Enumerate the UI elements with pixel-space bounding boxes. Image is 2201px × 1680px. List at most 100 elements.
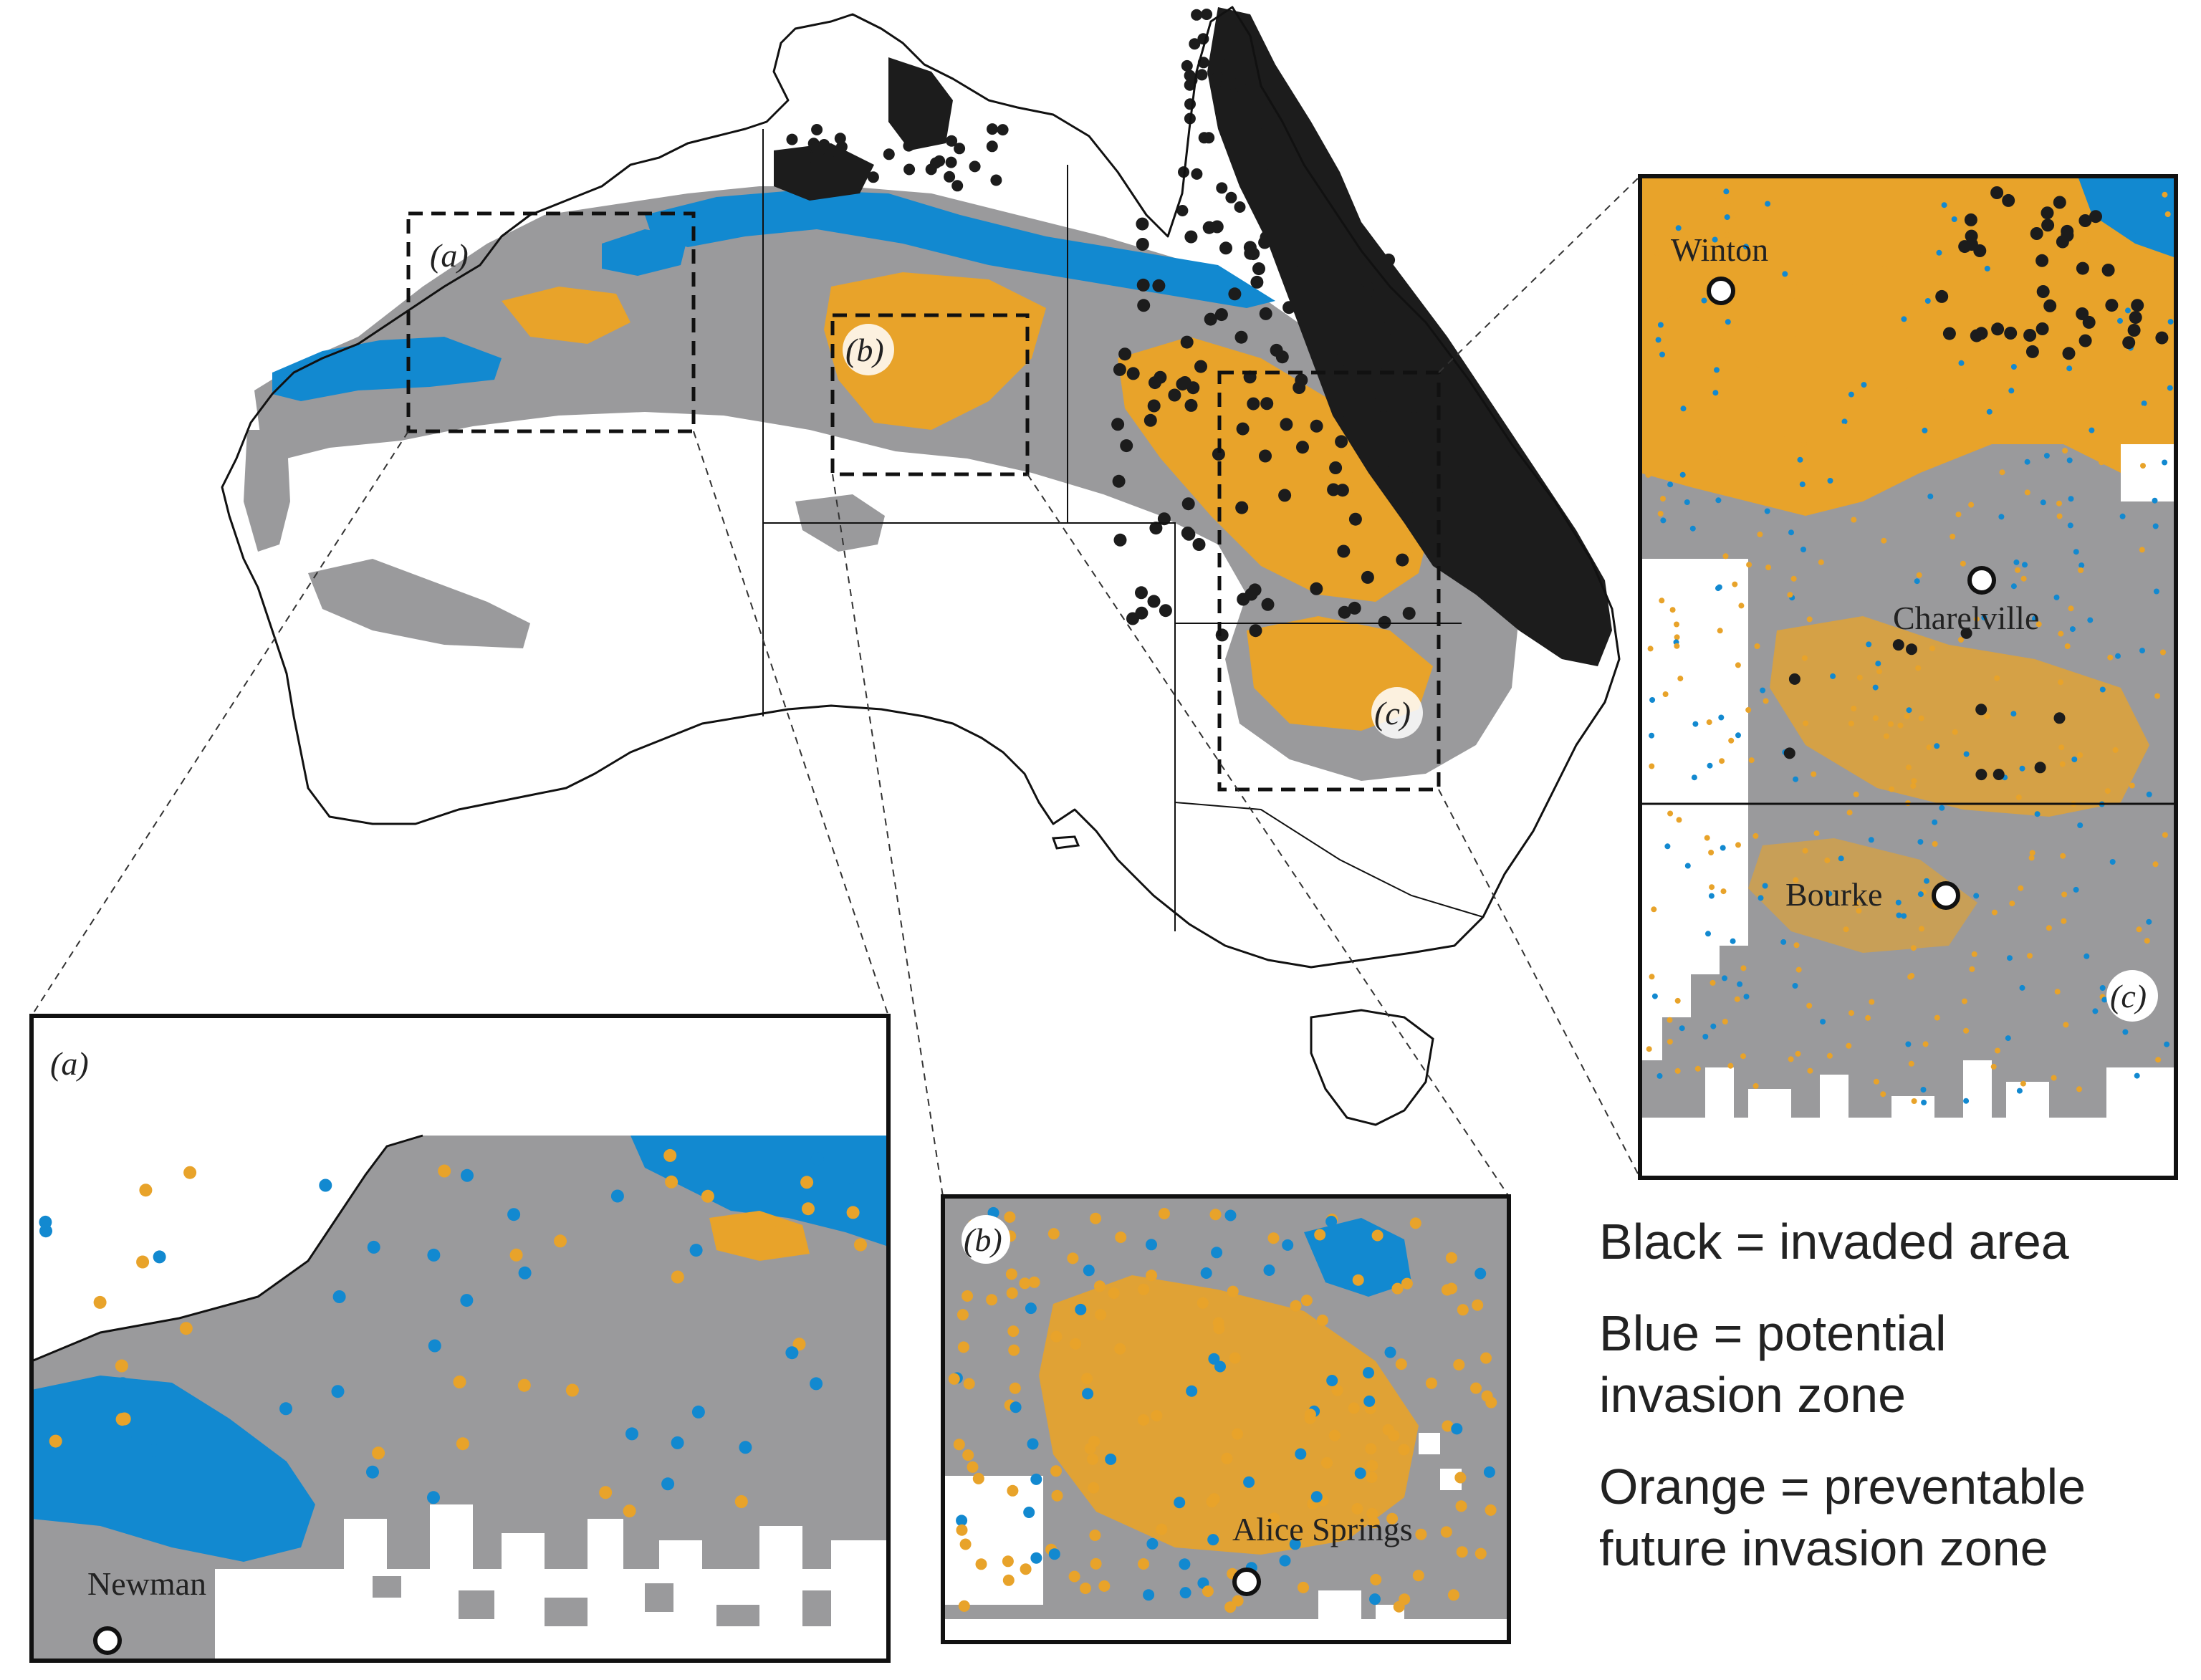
occurrence-point [1363,1395,1376,1407]
occurrence-point [1200,1267,1212,1279]
main-label-c-badge [1371,687,1423,739]
occurrence-point [1861,382,1867,388]
occurrence-point [2164,1041,2170,1047]
occurrence-point [2018,885,2024,891]
occurrence-point [2117,317,2123,324]
legend-blue-line2: invasion zone [1599,1367,1907,1423]
occurrence-point [975,1558,987,1570]
occurrence-point [1848,720,1854,726]
occurrence-point [1004,1211,1016,1223]
occurrence-point [427,1248,441,1262]
invaded-point [850,171,862,183]
occurrence-point [1742,244,1749,250]
occurrence-point [2146,791,2152,797]
occurrence-point [1020,1563,1032,1575]
occurrence-point [1660,496,1666,502]
occurrence-point [1098,1580,1111,1592]
occurrence-point [1752,832,1759,839]
occurrence-point [1115,1232,1127,1243]
occurrence-point [2027,953,2033,959]
occurrence-point [1944,398,1950,404]
invaded-point [1333,323,1346,336]
occurrence-point [2024,459,2030,465]
occurrence-point [785,1346,799,1360]
occurrence-point [2089,427,2095,433]
occurrence-point [1712,390,1719,396]
occurrence-point [153,1250,166,1264]
invaded-point [1136,278,1150,292]
occurrence-point [456,1437,469,1451]
occurrence-point [1409,1217,1421,1229]
occurrence-point [139,1184,153,1197]
potential-patch-kimberley [602,229,688,276]
occurrence-point [1179,1558,1191,1570]
occurrence-point [1735,732,1741,739]
occurrence-point [1654,250,1660,256]
occurrence-point [1070,1338,1082,1350]
occurrence-point [1952,729,1958,735]
invaded-point [1216,182,1228,194]
inset-box-markers [406,211,1441,792]
occurrence-point [2077,822,2083,828]
occurrence-point [1401,1277,1413,1290]
inset-c-label: (c) [2110,978,2147,1014]
occurrence-point [1841,418,1848,425]
occurrence-point [1645,471,1651,478]
inset-c-label-badge [2106,970,2158,1022]
occurrence-point [1008,1344,1020,1356]
occurrence-point [1841,423,1847,430]
invaded-point [2035,254,2049,267]
invaded-point [2035,322,2049,335]
occurrence-point [1159,1208,1170,1219]
invaded-point [1409,481,1422,495]
occurrence-point [1888,721,1894,727]
occurrence-point [1243,1476,1255,1488]
invaded-point [1212,85,1224,97]
occurrence-point [461,1168,474,1182]
occurrence-point [1707,762,1713,769]
invaded-point [1184,98,1196,110]
occurrence-point [1282,1239,1294,1251]
occurrence-point [1790,575,1797,582]
main-label-b-badge [843,324,894,375]
occurrence-point [1795,1050,1801,1057]
occurrence-point [1984,265,1990,272]
occurrence-point [2015,567,2021,573]
occurrence-point [1917,839,1924,845]
invaded-point [969,160,981,173]
occurrence-point [1998,514,2005,520]
invaded-point [1178,376,1191,389]
occurrence-point [1863,297,1869,303]
town-label-newman: Newman [87,1565,206,1602]
occurrence-point [2019,984,2025,991]
occurrence-point [1229,1352,1241,1364]
occurrence-point [319,1179,332,1192]
occurrence-point [1912,404,1918,411]
occurrence-point [1795,966,1802,973]
invaded-point [1219,97,1231,110]
occurrence-point [1788,529,1794,536]
invaded-point [2105,299,2119,312]
occurrence-point [1331,1384,1343,1396]
invaded-point [1399,348,1412,361]
occurrence-point [1474,1267,1487,1280]
occurrence-point [1328,1429,1341,1441]
occurrence-point [1730,271,1736,277]
invaded-point [1382,253,1396,267]
inset-c-border [1638,174,2178,1180]
occurrence-point [1722,1019,1728,1024]
occurrence-point [1895,259,1902,265]
occurrence-point [1971,951,1977,957]
occurrence-point [2020,575,2027,582]
occurrence-point [1138,1283,1150,1295]
occurrence-point [1002,1574,1015,1586]
occurrence-point [1963,751,1970,757]
occurrence-point [1800,547,1806,552]
occurrence-point [962,1290,974,1302]
occurrence-point [93,1295,107,1309]
occurrence-point [1679,471,1686,478]
occurrence-point [1906,764,1912,771]
occurrence-point [1289,1538,1301,1550]
occurrence-point [1787,592,1793,598]
occurrence-point [1667,1039,1673,1045]
